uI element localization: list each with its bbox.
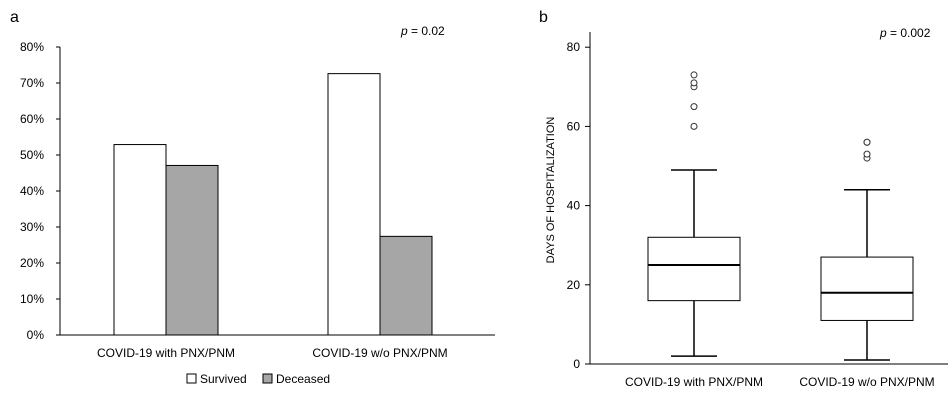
- panel-a-y-tick-label: 80%: [20, 40, 44, 54]
- bar-deceased-2: [379, 235, 433, 336]
- iqr-box: [820, 256, 914, 321]
- panel-a-y-tick-label: 40%: [20, 184, 44, 198]
- bar-survived-2: [327, 73, 381, 336]
- legend-label-survived: Survived: [200, 372, 247, 386]
- panel-b-y-tick-label: 80: [567, 40, 581, 54]
- panel-a-x-tick-label: COVID-19 w/o PNX/PNM: [312, 346, 447, 360]
- panel-b-x-labels: COVID-19 with PNX/PNM COVID-19 w/o PNX/PN…: [625, 375, 935, 389]
- panel-a-y-tick-label: 10%: [20, 292, 44, 306]
- panel-b-x-tick-label: COVID-19 w/o PNX/PNM: [799, 375, 934, 389]
- bar-survived-1: [113, 144, 167, 336]
- outlier-point: [690, 103, 698, 111]
- iqr-box: [647, 236, 741, 302]
- bar-deceased-1: [165, 164, 219, 336]
- outlier-point: [690, 122, 698, 130]
- panel-b-y-tick-label: 0: [573, 357, 580, 371]
- panel-a-y-ticks: 0% 10% 20% 30% 40% 50% 60% 70% 80%: [20, 40, 60, 342]
- panel-a-x-labels: COVID-19 with PNX/PNM COVID-19 w/o PNX/PN…: [97, 346, 448, 360]
- outlier-point: [863, 150, 871, 158]
- legend-swatch-survived: [186, 373, 197, 384]
- panel-a-p-value: = 0.02: [408, 24, 445, 38]
- panel-b-y-tick-label: 20: [567, 278, 581, 292]
- legend-swatch-deceased: [262, 373, 273, 384]
- panel-a: a 0% 10% 20% 30% 40% 50% 60% 70% 80% COVID-19 wi…: [10, 9, 495, 386]
- outlier-point: [690, 79, 698, 87]
- panel-b-y-tick-label: 40: [567, 199, 581, 213]
- panel-b-p-symbol: p: [879, 26, 887, 40]
- panel-b-y-axis-title: DAYS OF HOSPITALIZATION: [545, 117, 557, 264]
- panel-b-y-ticks: 0 20 40 60 80: [567, 40, 590, 371]
- panel-a-y-tick-label: 0%: [27, 328, 45, 342]
- outlier-point: [690, 71, 698, 79]
- panel-a-y-tick-label: 20%: [20, 256, 44, 270]
- panel-a-p-symbol: p: [400, 24, 408, 38]
- panel-a-y-tick-label: 30%: [20, 220, 44, 234]
- legend-label-deceased: Deceased: [276, 372, 330, 386]
- legend: Survived Deceased: [186, 372, 330, 386]
- panel-a-y-tick-label: 60%: [20, 112, 44, 126]
- panel-a-y-tick-label: 50%: [20, 148, 44, 162]
- panel-b-p-annotation: p = 0.002: [879, 26, 931, 40]
- panel-a-bars: [113, 73, 433, 336]
- panel-b: b DAYS OF HOSPITALIZATION 0 20 40 60 80 COVI…: [539, 9, 948, 389]
- panel-a-y-tick-label: 70%: [20, 76, 44, 90]
- panel-b-label: b: [539, 9, 548, 26]
- box-plot-2: [820, 138, 914, 361]
- panel-b-x-tick-label: COVID-19 with PNX/PNM: [625, 375, 763, 389]
- panel-b-boxes: [647, 71, 914, 361]
- panel-a-label: a: [10, 9, 19, 26]
- panel-a-x-tick-label: COVID-19 with PNX/PNM: [97, 346, 235, 360]
- panel-b-y-tick-label: 60: [567, 119, 581, 133]
- box-plot-1: [647, 71, 741, 357]
- panel-b-p-value: = 0.002: [887, 26, 931, 40]
- outlier-point: [863, 138, 871, 146]
- panel-a-p-annotation: p = 0.02: [400, 24, 445, 38]
